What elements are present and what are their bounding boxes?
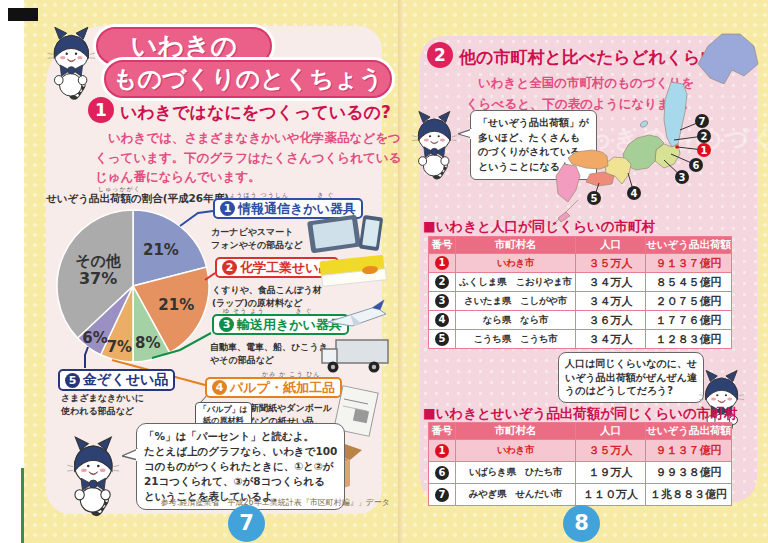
row-number: 5 [429, 330, 456, 349]
table-row: 5こうち県 こうち市３４万人１２８３億円 [429, 330, 732, 349]
map-hokkaido [698, 34, 758, 84]
table1-title: ■いわきと人口が同じくらいの市町村 [423, 218, 655, 236]
legend-1-desc: カーナビやスマート フォンやその部品など [211, 226, 303, 252]
page-number-7: 7 [228, 505, 265, 542]
municipality-name: いわき市 [456, 254, 576, 273]
japan-map: 7 2 163 4 5 [526, 26, 766, 232]
shipment-value: ９９３８億円 [646, 462, 732, 484]
map-shikoku [586, 172, 614, 186]
legend-5-number: 5 [65, 373, 80, 388]
truck-icon [318, 334, 392, 376]
table-row: 7みやぎ県 せんだい市１１０万人１兆８８３億円 [429, 484, 732, 506]
shipment-table: 番号市町村名人口せいぞう品出荷額1いわき市３５万人９１３７億円6いばらき県 ひた… [428, 422, 732, 506]
population: １９万人 [576, 462, 646, 484]
municipality-name: ふくしま県 こおりやま市 [456, 273, 576, 292]
table-header: 人口 [576, 237, 646, 254]
table-row: 6いばらき県 ひたち市１９万人９９３８億円 [429, 462, 732, 484]
map-kyushu [556, 164, 580, 202]
table-header-row: 番号市町村名人口せいぞう品出荷額 [429, 423, 732, 440]
legend-1-furigana: じょうほう つうしん き ぐ [222, 191, 334, 200]
shipment-value: ９１３７億円 [646, 254, 732, 273]
municipality-name: いわき市 [456, 440, 576, 462]
svg-text:2: 2 [701, 131, 708, 142]
row-number: 3 [429, 292, 456, 311]
svg-text:1: 1 [701, 145, 708, 156]
table-header: せいぞう品出荷額 [646, 423, 732, 440]
legend-3-desc: 自動車、電車、船、ひこうき やその部品など [210, 341, 328, 367]
population: ３４万人 [576, 330, 646, 349]
municipality-name: みやぎ県 せんだい市 [456, 484, 576, 506]
svg-text:6: 6 [693, 160, 700, 171]
table-row: 3さいたま県 こしがや市３４万人２０７５億円 [429, 292, 732, 311]
legend-3-number: 3 [219, 317, 234, 332]
legend-1-number: 1 [220, 201, 235, 216]
table-header: 市町村名 [456, 423, 576, 440]
table-header: 番号 [429, 423, 456, 440]
table-row: 1いわき市３５万人９１３７億円 [429, 254, 732, 273]
legend-2-number: 2 [222, 260, 237, 275]
population: ３５万人 [576, 440, 646, 462]
municipality-name: いばらき県 ひたち市 [456, 462, 576, 484]
population-question-bubble: 人口は同じくらいなのに、せ いぞう品出荷額がぜんぜん違 うのはどうしてだろう? [558, 352, 704, 403]
source-note: 参考:経済産業省「平成26年工業統計表『市区町村編』」データ [150, 497, 390, 508]
legend-item-5: 5 金ぞくせい品 [58, 369, 175, 391]
svg-text:5: 5 [591, 193, 598, 204]
table-header-row: 番号市町村名人口せいぞう品出荷額 [429, 237, 732, 254]
bubble-pointer [122, 448, 138, 462]
map-tohoku [664, 82, 687, 147]
legend-4-title: パルプ・紙加工品 [230, 379, 335, 397]
section2-number: 2 [427, 42, 453, 68]
table-header: 番号 [429, 237, 456, 254]
table-header: せいぞう品出荷額 [646, 237, 732, 254]
row-number: 1 [429, 254, 456, 273]
legend-3-furigana: ゆ そう よう き ぐ [223, 307, 313, 316]
municipality-name: さいたま県 こしがや市 [456, 292, 576, 311]
airplane-icon [324, 296, 392, 336]
population: ３４万人 [576, 292, 646, 311]
svg-text:3: 3 [679, 172, 686, 183]
shipment-value: ８５４５億円 [646, 273, 732, 292]
row-number: 1 [429, 440, 456, 462]
table-row: 4なら県 なら市３６万人１７７６億円 [429, 311, 732, 330]
row-number: 2 [429, 273, 456, 292]
population: ３６万人 [576, 311, 646, 330]
shipment-value: ２０７５億円 [646, 292, 732, 311]
legend-5-title: 金ぞくせい品 [83, 371, 168, 389]
bubble1-pointer [458, 128, 472, 140]
legend-4-furigana: かみ か こう ひん [262, 370, 321, 379]
municipality-name: こうち県 こうち市 [456, 330, 576, 349]
population: ３５万人 [576, 254, 646, 273]
row-number: 6 [429, 462, 456, 484]
municipality-name: なら県 なら市 [456, 311, 576, 330]
shipment-value: １７７６億円 [646, 311, 732, 330]
svg-text:4: 4 [631, 188, 638, 199]
shipment-value: ９１３７億円 [646, 440, 732, 462]
table-row: 1いわき市３５万人９１３７億円 [429, 440, 732, 462]
shipment-value: １２８３億円 [646, 330, 732, 349]
row-number: 4 [429, 311, 456, 330]
wrap-box-icon [318, 250, 390, 290]
table-row: 2ふくしま県 こおりやま市３４万人８５４５億円 [429, 273, 732, 292]
shipment-value: １兆８８３億円 [646, 484, 732, 506]
map-sado [639, 120, 648, 128]
cat-mascot [404, 108, 466, 180]
table-header: 市町村名 [456, 237, 576, 254]
population: ３４万人 [576, 273, 646, 292]
row-number: 7 [429, 484, 456, 506]
population: １１０万人 [576, 484, 646, 506]
page-number-8: 8 [563, 505, 600, 542]
table-header: 人口 [576, 423, 646, 440]
legend-4-number: 4 [212, 380, 227, 395]
svg-text:7: 7 [699, 116, 706, 127]
legend-5-desc: さまざまなきかいに 使われる部品など [61, 392, 144, 418]
cat-mascot [58, 432, 130, 518]
population-table: 番号市町村名人口せいぞう品出荷額1いわき市３５万人９１３７億円2ふくしま県 こお… [428, 236, 732, 349]
table2-title: ■いわきとせいぞう品出荷額が同じくらいの市町村 [423, 405, 737, 423]
legend-item-4: 4 パルプ・紙加工品 [205, 377, 342, 398]
